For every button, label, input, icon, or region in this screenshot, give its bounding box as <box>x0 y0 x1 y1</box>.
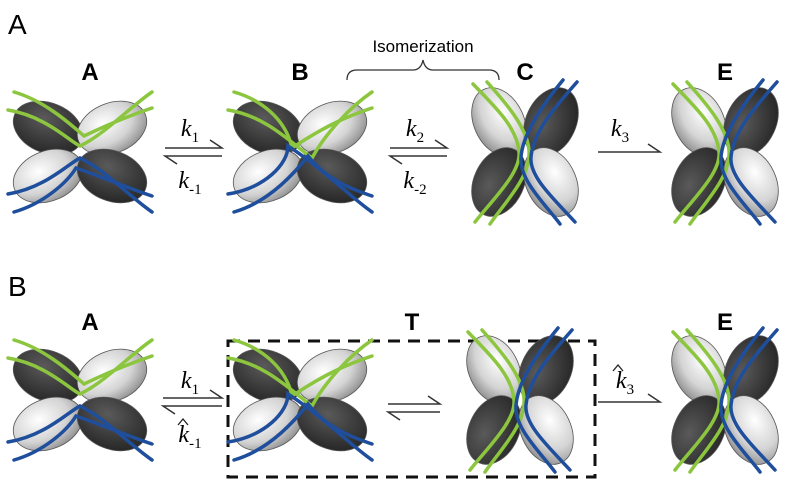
dark-subunit <box>69 139 154 212</box>
rate-subscript: -2 <box>414 182 427 198</box>
rate-constant: k3 <box>611 116 629 146</box>
rate-subscript: 1 <box>192 382 200 398</box>
panel-label: B <box>8 271 27 302</box>
complex <box>225 339 374 460</box>
rate-constant: k2 <box>406 116 424 146</box>
rate-subscript: 3 <box>622 130 630 146</box>
reverse-arrow <box>388 412 440 420</box>
rate-constant: k-2 <box>403 168 426 198</box>
rate-symbol: k <box>406 116 417 142</box>
figure: AIsomerizationABCEk1k-1k2k-2k3BATEk1k-1k… <box>0 0 789 483</box>
rate-symbol: k <box>178 422 189 448</box>
panel-label: A <box>8 9 27 40</box>
state-label: E <box>717 309 733 336</box>
complex <box>661 327 789 473</box>
rate-symbol: k <box>181 368 192 394</box>
state-label: A <box>81 59 98 86</box>
rate-symbol: k <box>616 368 627 394</box>
rate-symbol: k <box>181 116 192 142</box>
state-label: C <box>516 59 533 86</box>
dark-subunit <box>69 387 154 460</box>
light-subunit <box>5 387 90 460</box>
reverse-arrow <box>390 156 447 164</box>
complex <box>225 91 374 212</box>
reverse-arrow <box>163 406 222 414</box>
light-subunit <box>5 139 90 212</box>
rate-subscript: -1 <box>189 436 202 452</box>
brace <box>347 60 499 80</box>
rate-symbol: k <box>403 168 414 194</box>
rate-constant: k-1 <box>178 422 201 452</box>
state-label: E <box>717 59 733 86</box>
rate-subscript: 3 <box>627 382 635 398</box>
state-label: B <box>291 59 308 86</box>
complex <box>456 327 584 473</box>
annotation: Isomerization <box>372 37 473 56</box>
reverse-arrow <box>165 156 222 164</box>
forward-arrow <box>388 396 440 404</box>
rate-symbol: k <box>178 168 189 194</box>
complex <box>5 339 154 460</box>
rate-constant: k1 <box>181 368 199 398</box>
rate-subscript: -1 <box>189 182 202 198</box>
state-label: A <box>81 309 98 336</box>
state-label: T <box>405 309 420 336</box>
rate-constant: k1 <box>181 116 199 146</box>
rate-subscript: 2 <box>417 130 425 146</box>
complex <box>661 79 789 225</box>
rate-constant: k3 <box>616 368 634 398</box>
rate-constant: k-1 <box>178 168 201 198</box>
rate-subscript: 1 <box>192 130 200 146</box>
complex <box>5 91 154 212</box>
complex <box>461 79 589 225</box>
rate-symbol: k <box>611 116 622 142</box>
